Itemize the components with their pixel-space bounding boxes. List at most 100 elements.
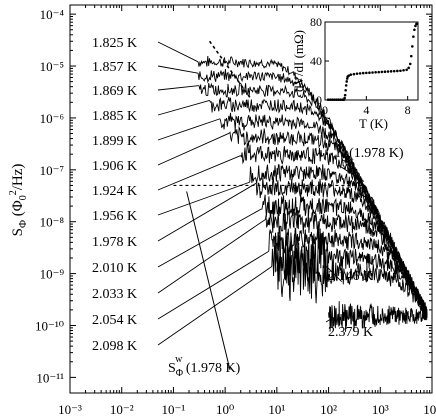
series-label: 2.379 K <box>328 325 373 340</box>
s-w-superscript: w <box>175 354 183 365</box>
series-label-leader <box>157 208 262 268</box>
inset-frame <box>324 21 419 101</box>
y-tick-label: 10⁻⁵ <box>40 59 64 74</box>
inset-point <box>408 62 412 66</box>
inset-point <box>344 88 347 92</box>
inset-point <box>396 69 399 73</box>
series-label: 2.054 K <box>92 313 137 328</box>
inset-point <box>383 70 387 74</box>
series-group <box>197 55 428 332</box>
inset-x-tick-label: 8 <box>405 103 411 117</box>
series-line <box>328 301 428 332</box>
series-line <box>255 176 428 315</box>
x-tick-label: 10⁻² <box>110 402 134 417</box>
series-label: 2.146 K <box>328 269 373 284</box>
inset-point <box>412 35 415 38</box>
x-tick-label: 10⁴ <box>423 402 436 417</box>
y-axis-title: SΦ (Φ02/Hz) <box>8 164 29 237</box>
series-label: 1.978 K <box>92 235 137 250</box>
series-label-leader <box>157 99 210 116</box>
series-label-leader <box>157 181 250 216</box>
inset-point <box>337 98 340 102</box>
inset-y-tick-label: 0 <box>316 93 322 107</box>
inset-point <box>414 24 417 28</box>
inset-point <box>399 69 402 73</box>
inset-point <box>389 70 393 73</box>
inset-point <box>335 98 338 102</box>
y-tick-label: 10⁻⁶ <box>40 111 64 126</box>
inset-point <box>349 73 353 76</box>
inset-point <box>361 71 365 75</box>
inset-x-title: T (K) <box>359 116 388 131</box>
series-label-leader <box>157 266 273 346</box>
series-label-leader <box>157 182 257 242</box>
y-axis-units-sup: 2 <box>8 190 19 195</box>
inset-point <box>330 98 334 102</box>
inset-x-tick-label: 0 <box>322 103 328 117</box>
inset-point <box>345 80 349 83</box>
series-label: 2.010 K <box>92 261 137 276</box>
inset-point <box>343 93 347 97</box>
y-tick-label: 10⁻¹⁰ <box>35 318 64 333</box>
inset-point <box>344 84 348 87</box>
inset-point <box>405 68 408 72</box>
series-label: 1.857 K <box>92 60 137 75</box>
inset-y-tick-label: 80 <box>310 15 322 29</box>
series-label: 1.906 K <box>92 159 137 174</box>
series-label-leader <box>157 41 199 63</box>
inset-point <box>343 96 346 100</box>
inset-point <box>380 70 384 74</box>
inset-point <box>333 98 336 102</box>
series-label: 2.098 K <box>92 339 137 354</box>
series-label-leader <box>157 219 266 294</box>
series-label: 1.899 K <box>92 134 137 149</box>
series-label-leader <box>157 132 230 166</box>
series-label: 1.924 K <box>92 184 137 199</box>
inset-point <box>407 66 411 70</box>
series-label-leader <box>157 65 199 74</box>
x-tick-label: 10² <box>320 402 337 417</box>
x-tick-label: 10¹ <box>268 402 285 417</box>
inset-point <box>402 68 405 72</box>
x-tick-label: 10³ <box>372 402 389 417</box>
series-label: 1.825 K <box>92 36 137 51</box>
inset-point <box>328 98 332 102</box>
inset-point <box>374 71 377 74</box>
series-label-leader <box>157 250 270 320</box>
y-tick-label: 10⁻¹¹ <box>36 370 64 385</box>
white-noise-arrow <box>186 191 231 371</box>
series-line <box>276 246 428 320</box>
x-tick-label: 10⁻¹ <box>162 402 186 417</box>
f-xi-subscript: ξ <box>341 152 346 164</box>
y-axis-subscript: Φ <box>17 220 29 228</box>
series-label: 1.869 K <box>92 84 137 99</box>
inset-point <box>377 70 381 74</box>
series-label: 1.885 K <box>92 109 137 124</box>
f-xi-label: fξ (1.978 K) <box>336 146 404 164</box>
inset-point <box>352 72 356 76</box>
series-label: 1.956 K <box>92 209 137 224</box>
y-axis-units-sub: 0 <box>18 195 29 200</box>
inset-point <box>411 45 414 48</box>
inset-point <box>339 98 342 102</box>
plot-frame <box>69 4 433 394</box>
inset-point <box>386 70 390 73</box>
f-xi-temp: (1.978 K) <box>346 146 404 161</box>
inset-point <box>326 98 330 102</box>
series-label-leader <box>157 85 199 91</box>
y-tick-label: 10⁻⁸ <box>40 215 65 230</box>
inset-point <box>355 72 359 75</box>
series-line <box>261 194 428 318</box>
inset-point <box>368 71 371 74</box>
y-tick-label: 10⁻⁷ <box>40 163 64 178</box>
f-xi-arrow <box>337 164 365 182</box>
inset-point <box>358 72 362 75</box>
x-tick-label: 10⁻³ <box>58 402 82 417</box>
series-line <box>271 226 428 317</box>
inset-point <box>392 69 396 73</box>
y-tick-label: 10⁻⁴ <box>40 7 65 22</box>
s-w-temp: (1.978 K) <box>182 361 240 376</box>
series-label-leader <box>325 317 333 323</box>
